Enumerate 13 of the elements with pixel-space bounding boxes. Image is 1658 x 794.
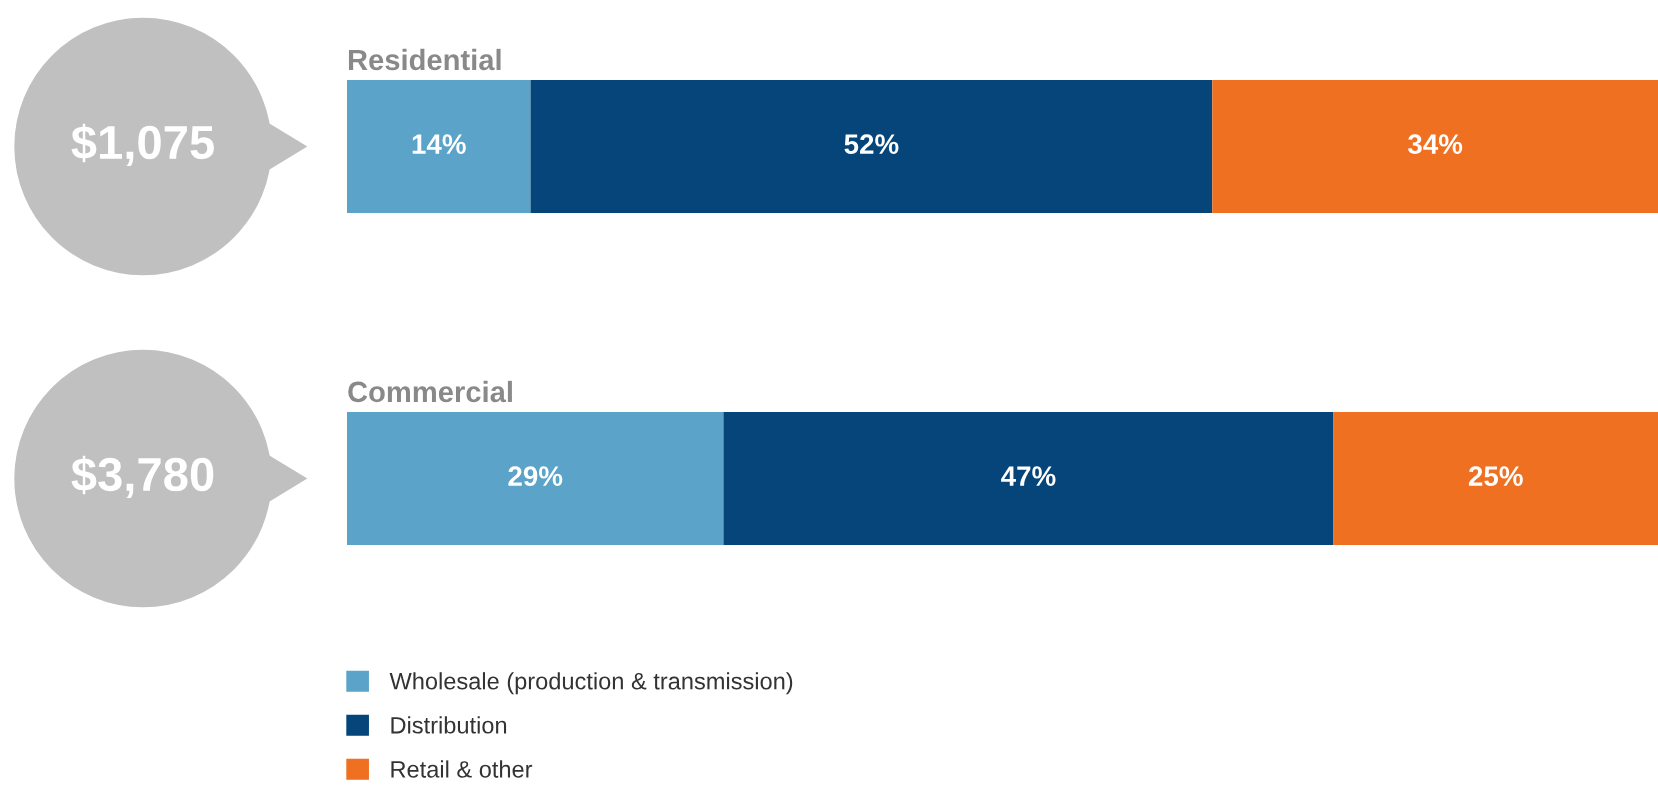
- data-label: 25%: [1468, 466, 1523, 486]
- data-label: 34%: [1407, 134, 1463, 154]
- legend-label: Distribution: [391, 716, 507, 734]
- data-label: 52%: [844, 134, 899, 154]
- data-label: 47%: [1001, 466, 1056, 486]
- data-label: 29%: [508, 466, 563, 486]
- legend-label: Retail & other: [391, 760, 533, 778]
- y-tick-label: Residential: [348, 48, 501, 71]
- data-label: 14%: [412, 134, 466, 154]
- text: $1,075: [71, 123, 214, 167]
- text: $3,780: [71, 455, 214, 499]
- legend-label: Wholesale (production & transmission): [389, 672, 793, 695]
- y-tick-label: Commercial: [348, 380, 512, 403]
